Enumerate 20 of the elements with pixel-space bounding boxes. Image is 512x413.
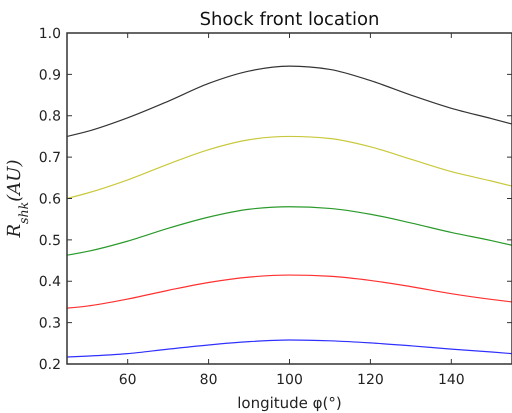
line-series: [67, 206, 512, 256]
y-tick-label: 0.9: [38, 67, 61, 84]
y-tick-label: 1.0: [38, 26, 61, 42]
line-series: [67, 136, 512, 200]
line-series: [67, 274, 512, 309]
x-tick-label: 100: [276, 372, 303, 388]
y-tick-label: 0.5: [38, 232, 61, 249]
chart-title: Shock front location: [200, 9, 380, 30]
y-tick-label: 0.2: [38, 356, 61, 373]
x-axis-title: longitude φ(°): [237, 394, 342, 412]
x-tick-label: 80: [200, 372, 218, 388]
y-tick-label: 0.4: [38, 274, 62, 290]
line-series: [67, 339, 512, 358]
y-tick-label: 0.6: [38, 191, 62, 208]
y-tick-label: 0.3: [38, 316, 61, 332]
y-tick-label: 0.8: [38, 108, 61, 125]
y-tick-label: 0.7: [38, 150, 61, 166]
x-tick-label: 140: [438, 372, 465, 388]
x-tick-label: 120: [357, 372, 384, 388]
x-tick-label: 60: [118, 372, 137, 388]
